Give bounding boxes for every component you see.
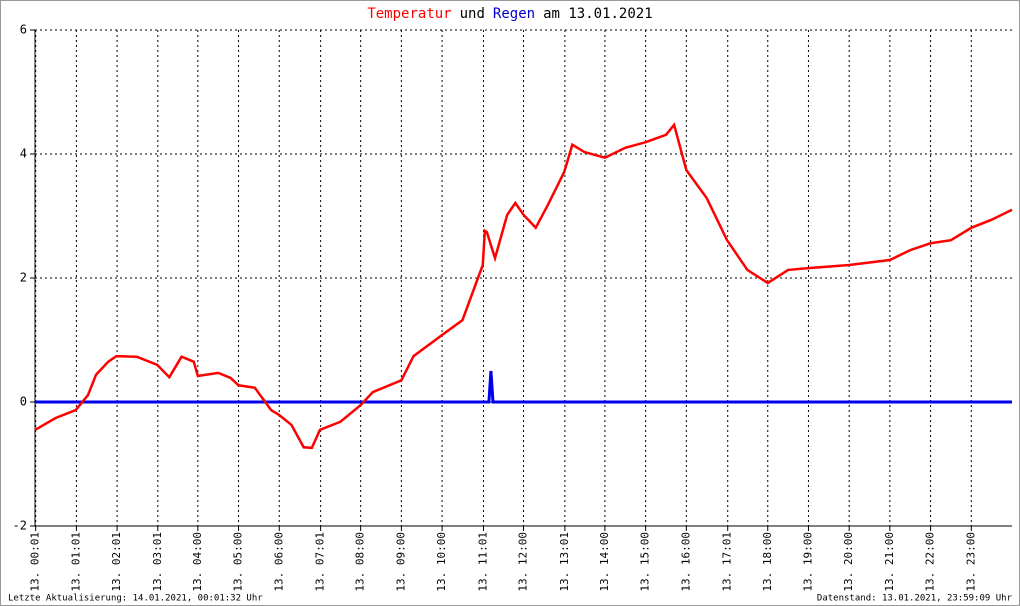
title-part: Temperatur xyxy=(367,6,451,22)
x-tick-label: 13. 16:00 xyxy=(679,532,692,592)
footer-right: Datenstand: 13.01.2021, 23:59:09 Uhr xyxy=(817,594,1013,604)
x-tick-label: 13. 18:00 xyxy=(761,532,774,592)
x-tick-label: 13. 19:00 xyxy=(801,532,814,592)
chart-title: Temperatur und Regen am 13.01.2021 xyxy=(367,6,652,22)
y-tick-label: 0 xyxy=(20,395,27,409)
title-part: Regen xyxy=(493,6,535,22)
x-tick-label: 13. 00:01 xyxy=(29,532,42,592)
title-part: am 13.01.2021 xyxy=(543,6,653,22)
x-tick-label: 13. 14:00 xyxy=(598,532,611,592)
x-tick-label: 13. 06:00 xyxy=(272,532,285,592)
x-tick-label: 13. 09:00 xyxy=(394,532,407,592)
x-tick-label: 13. 03:01 xyxy=(151,532,164,592)
x-tick-label: 13. 04:00 xyxy=(191,532,204,592)
footer-left: Letzte Aktualisierung: 14.01.2021, 00:01… xyxy=(8,594,263,604)
y-tick-label: 2 xyxy=(20,271,27,285)
y-tick-label: 4 xyxy=(20,147,27,161)
x-tick-label: 13. 10:00 xyxy=(435,532,448,592)
series-line xyxy=(34,122,1013,450)
y-tick-label: -2 xyxy=(13,519,27,533)
x-tick-label: 13. 07:01 xyxy=(314,532,327,592)
x-tick-label: 13. 17:01 xyxy=(721,532,734,592)
series-line xyxy=(35,370,1012,404)
x-tick-label: 13. 21:00 xyxy=(883,532,896,592)
x-tick-label: 13. 08:00 xyxy=(354,532,367,592)
x-tick-label: 13. 22:00 xyxy=(924,532,937,592)
x-tick-label: 13. 05:00 xyxy=(232,532,245,592)
x-tick-label: 13. 15:00 xyxy=(639,532,652,592)
x-tick-label: 13. 13:01 xyxy=(558,532,571,592)
x-tick-label: 13. 20:00 xyxy=(842,532,855,592)
title-part: und xyxy=(460,6,485,22)
x-tick-label: 13. 12:00 xyxy=(517,532,530,592)
x-tick-label: 13. 02:01 xyxy=(110,532,123,592)
y-tick-label: 6 xyxy=(20,23,27,37)
x-tick-label: 13. 01:01 xyxy=(69,532,82,592)
x-tick-label: 13. 11:01 xyxy=(476,532,489,592)
x-tick-label: 13. 23:00 xyxy=(964,532,977,592)
